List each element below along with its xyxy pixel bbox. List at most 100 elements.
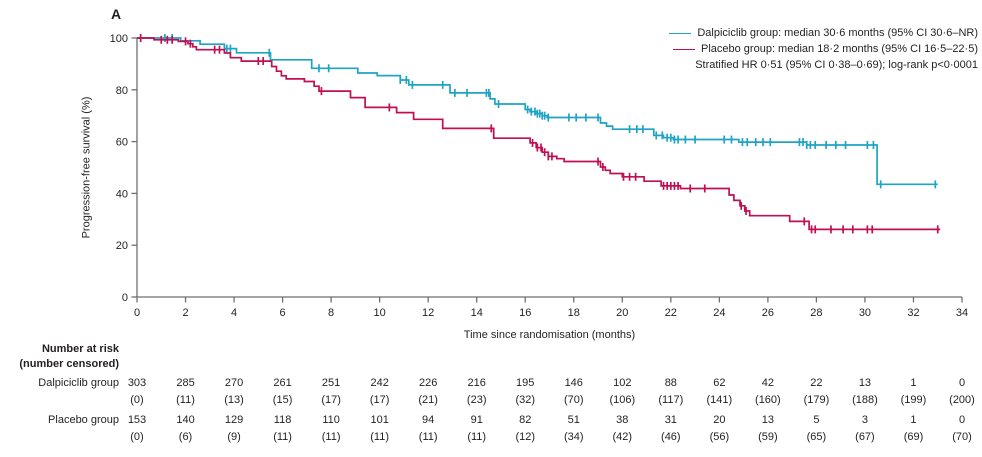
at-risk-count: 5 — [813, 414, 820, 426]
censored-count: (199) — [900, 394, 927, 406]
at-risk-count: 242 — [370, 377, 389, 389]
censored-count: (0) — [130, 431, 144, 443]
censored-count: (11) — [273, 431, 292, 443]
legend-item-stratified: Stratified HR 0·51 (95% CI 0·38–0·69); l… — [695, 57, 978, 73]
stratified-hr-text: Stratified HR 0·51 (95% CI 0·38–0·69); l… — [695, 59, 978, 71]
censored-count: (17) — [369, 394, 390, 406]
at-risk-count: 101 — [370, 414, 389, 426]
risk-row-label-placebo: Placebo group — [48, 414, 119, 426]
at-risk-count: 22 — [810, 377, 823, 389]
at-risk-count: 13 — [761, 414, 774, 426]
at-risk-count: 94 — [422, 414, 435, 426]
panel-label: A — [111, 6, 122, 22]
x-tick-label: 8 — [328, 307, 334, 319]
at-risk-count: 146 — [564, 377, 583, 389]
censored-count: (32) — [515, 394, 536, 406]
at-risk-count: 3 — [861, 414, 868, 426]
at-risk-count: 270 — [224, 377, 244, 389]
censored-count: (15) — [272, 394, 293, 406]
censored-count: (106) — [609, 394, 636, 406]
censored-count: (23) — [466, 394, 487, 406]
at-risk-count: 261 — [273, 377, 292, 389]
y-tick-label: 80 — [116, 85, 128, 97]
x-tick-label: 24 — [713, 307, 725, 319]
y-tick-label: 100 — [110, 33, 128, 45]
at-risk-count: 13 — [858, 377, 872, 389]
legend-item-placebo: Placebo group: median 18·2 months (95% C… — [673, 41, 978, 57]
at-risk-count: 38 — [616, 414, 629, 426]
x-tick-label: 28 — [810, 307, 822, 319]
censored-count: (117) — [658, 394, 684, 406]
legend-label-dalpiciclib: Dalpiciclib group: median 30·6 months (9… — [697, 27, 978, 39]
placebo-survival-curve — [137, 37, 941, 231]
censored-count: (11) — [418, 431, 438, 443]
at-risk-count: 42 — [761, 377, 774, 389]
x-tick-label: 2 — [182, 307, 188, 319]
at-risk-count: 195 — [516, 377, 535, 389]
censored-count: (9) — [227, 431, 241, 443]
x-tick-label: 0 — [134, 307, 140, 319]
censored-count: (0) — [130, 394, 144, 406]
y-tick-label: 0 — [122, 292, 128, 304]
censored-count: (11) — [321, 431, 341, 443]
censored-count: (6) — [178, 431, 193, 443]
x-tick-label: 22 — [665, 307, 677, 319]
at-risk-count: 110 — [322, 414, 340, 426]
censored-count: (69) — [903, 431, 924, 443]
y-tick-label: 40 — [116, 188, 128, 200]
at-risk-count: 0 — [958, 414, 966, 426]
censored-count: (179) — [803, 394, 830, 406]
x-axis-title: Time since randomisation (months) — [463, 329, 636, 341]
at-risk-count: 153 — [127, 414, 147, 426]
at-risk-count: 1 — [910, 414, 917, 426]
at-risk-count: 1 — [910, 377, 917, 389]
legend-item-dalpiciclib: Dalpiciclib group: median 30·6 months (9… — [669, 25, 978, 41]
censored-count: (200) — [949, 394, 975, 406]
at-risk-count: 140 — [176, 414, 195, 426]
x-tick-label: 26 — [762, 307, 774, 319]
at-risk-count: 129 — [224, 414, 244, 426]
censored-count: (160) — [755, 394, 781, 406]
x-tick-label: 18 — [568, 307, 580, 319]
at-risk-count: 88 — [664, 377, 677, 389]
dalpiciclib-line-swatch — [669, 32, 692, 34]
censored-count: (46) — [661, 431, 681, 443]
x-tick-label: 4 — [231, 307, 237, 319]
censored-count: (11) — [176, 394, 195, 406]
at-risk-count: 285 — [176, 377, 195, 389]
risk-table-header-2: (number censored) — [19, 358, 119, 370]
placebo-line-swatch — [673, 48, 695, 50]
censored-count: (11) — [370, 431, 390, 443]
at-risk-count: 303 — [127, 377, 147, 389]
censored-count: (65) — [806, 431, 827, 443]
censored-count: (56) — [709, 431, 730, 443]
risk-row-label-dalpiciclib: Dalpiciclib group — [38, 377, 119, 389]
at-risk-count: 91 — [470, 414, 483, 426]
legend-label-placebo: Placebo group: median 18·2 months (95% C… — [701, 43, 978, 55]
censored-count: (70) — [563, 394, 584, 406]
y-tick-label: 60 — [116, 137, 128, 149]
censored-count: (67) — [855, 431, 875, 443]
censored-count: (141) — [706, 394, 733, 406]
censored-count: (12) — [515, 431, 536, 443]
x-tick-label: 12 — [422, 307, 434, 319]
x-tick-label: 10 — [374, 307, 386, 319]
censored-count: (13) — [224, 394, 244, 406]
censored-count: (70) — [952, 431, 972, 443]
x-tick-label: 32 — [907, 307, 919, 319]
at-risk-count: 31 — [664, 414, 677, 426]
risk-table-header-1: Number at risk — [41, 343, 119, 355]
y-tick-label: 20 — [116, 240, 128, 252]
x-tick-label: 6 — [280, 307, 286, 319]
x-tick-label: 30 — [859, 307, 871, 319]
censored-count: (11) — [467, 431, 487, 443]
censored-count: (21) — [418, 394, 438, 406]
at-risk-count: 251 — [321, 377, 341, 389]
x-tick-label: 20 — [616, 307, 628, 319]
at-risk-count: 51 — [567, 414, 580, 426]
at-risk-count: 118 — [273, 414, 292, 426]
censored-count: (59) — [758, 431, 778, 443]
